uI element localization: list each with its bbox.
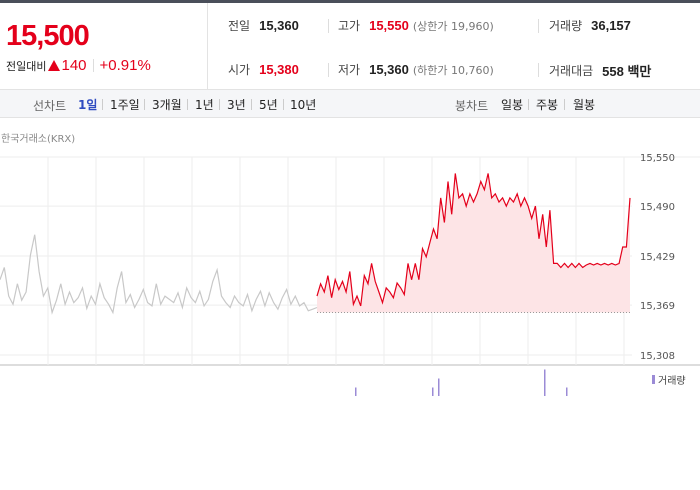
stat-prev-close: 전일 15,360 [228,17,299,34]
tab-weekly-candle[interactable]: 주봉 [536,98,559,112]
y-tick-label: 15,369 [640,301,675,312]
change-divider [92,59,94,72]
divider [538,19,539,33]
tab-divider [144,99,145,110]
volume-bar [432,387,434,396]
divider [538,63,539,77]
tab-divider [528,99,529,110]
volume-bars [355,369,568,396]
tab-divider [564,99,565,110]
amount-value: 558 백만 [602,64,652,79]
tab-1y[interactable]: 1년 [195,98,214,112]
tab-divider [102,99,103,110]
volume-swatch [652,375,655,384]
quote-header: 15,500 전일대비 140 +0.91% 전일 15,360 고가 15,5… [0,0,700,90]
data-source-label: 한국거래소(KRX) [1,134,76,145]
high-value: 15,550 [369,18,409,33]
chart-lines [0,173,632,315]
tab-10y[interactable]: 10년 [290,98,317,112]
prev-day-line [0,234,318,315]
volume-bar [438,378,440,396]
current-price: 15,500 [6,20,90,52]
upper-limit: (상한가 19,960) [412,19,494,33]
y-tick-label: 15,429 [640,252,675,263]
tab-5y[interactable]: 5년 [259,98,278,112]
y-tick-label: 15,308 [640,351,675,362]
divider [328,19,329,33]
volume-value: 36,157 [591,18,631,33]
y-tick-label: 15,490 [640,202,675,213]
prev-close-value: 15,360 [259,18,299,33]
volume-label: 거래량 [549,19,583,33]
lower-limit: (하한가 10,760) [412,63,494,77]
change-row: 전일대비 140 +0.91% [6,57,151,74]
prev-close-label: 전일 [228,19,251,33]
stat-open: 시가 15,380 [228,61,299,78]
low-label: 저가 [338,63,361,77]
line-chart-label: 선차트 [33,99,67,113]
volume-bar [544,369,546,396]
tab-monthly-candle[interactable]: 월봉 [573,98,596,112]
change-percent: +0.91% [99,57,151,74]
tab-daily-candle[interactable]: 일봉 [501,98,524,112]
tab-3m[interactable]: 3개월 [152,98,182,112]
today-line [316,173,631,307]
y-axis: 15,550 15,490 15,429 15,369 15,308 [640,153,675,362]
tab-3y[interactable]: 3년 [227,98,246,112]
price-block: 15,500 전일대비 140 +0.91% [0,3,208,90]
candle-chart-label: 봉차트 [455,99,489,113]
divider [328,63,329,77]
tab-1w[interactable]: 1주일 [110,98,140,112]
tab-divider [219,99,220,110]
stat-volume: 거래량 36,157 [549,17,631,34]
chart-fill [317,173,630,313]
today-area-fill [317,173,630,313]
tab-divider [187,99,188,110]
tab-divider [251,99,252,110]
volume-legend-label: 거래량 [658,376,686,387]
period-tab-bar: 선차트 1일 1주일 3개월 1년 3년 5년 10년 봉차트 일봉 주봉 월봉 [0,90,700,118]
y-tick-label: 15,550 [640,153,675,164]
tab-1d[interactable]: 1일 [78,98,98,112]
high-label: 고가 [338,19,361,33]
volume-bar [355,387,357,396]
chart-grid [0,156,700,366]
change-label: 전일대비 [6,59,47,73]
up-triangle-icon [48,60,61,71]
change-amount: 140 [61,57,87,74]
volume-legend: 거래량 [652,372,686,387]
tab-divider [283,99,284,110]
quote-stats: 전일 15,360 고가 15,550 (상한가 19,960) 거래량 36,… [208,3,700,90]
stat-low: 저가 15,360 (하한가 10,760) [338,61,494,78]
amount-label: 거래대금 [549,64,594,78]
open-value: 15,380 [259,62,299,77]
stat-high: 고가 15,550 (상한가 19,960) [338,17,494,34]
open-label: 시가 [228,63,251,77]
volume-bar [566,387,568,396]
low-value: 15,360 [369,62,409,77]
stat-amount: 거래대금 558 백만 [549,61,651,80]
